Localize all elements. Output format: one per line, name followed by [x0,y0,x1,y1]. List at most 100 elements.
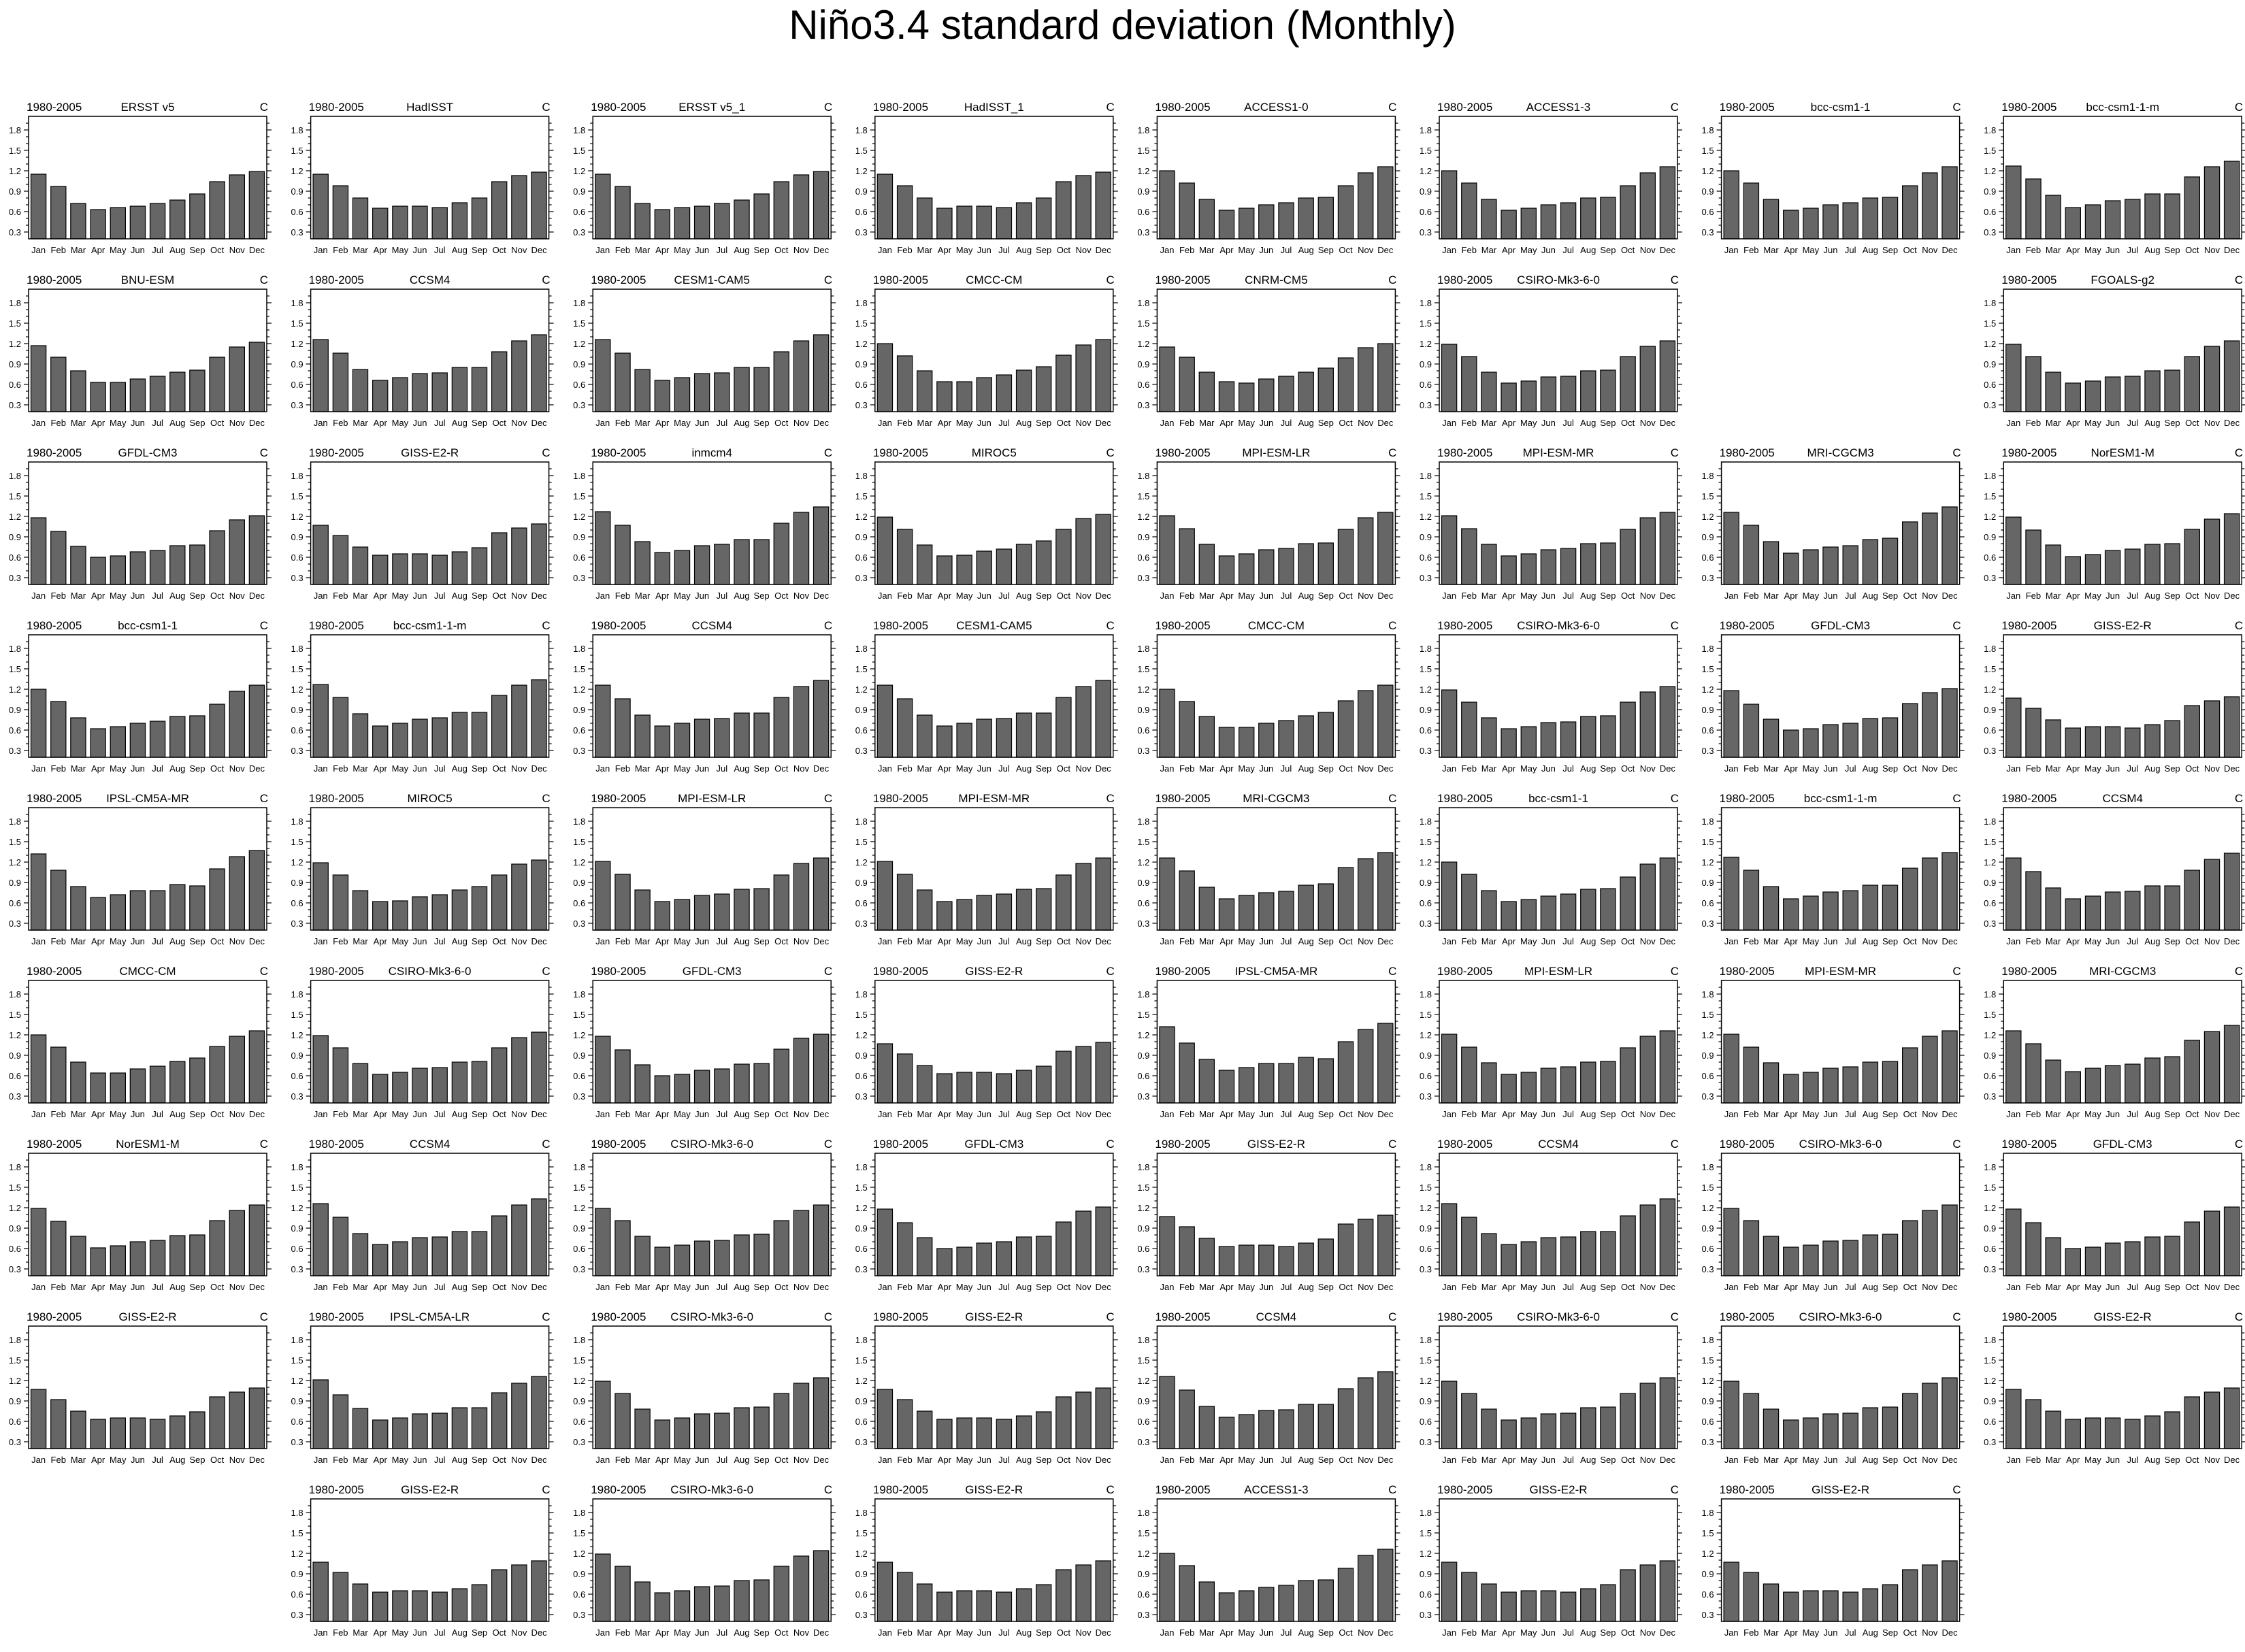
xtick-label-nov: Nov [1922,936,1938,946]
bar-apr [1218,1592,1235,1622]
ytick-label: 0.6 [1137,207,1149,217]
xtick-label-jun: Jun [977,763,992,774]
bar-apr [1783,552,1799,585]
ytick-label: 1.5 [1420,1528,1432,1538]
xtick-label-apr: Apr [1784,936,1799,946]
xtick-label-oct: Oct [2185,763,2199,774]
bar-dec [1095,680,1111,758]
xtick-label-jan: Jan [31,245,46,255]
xtick-label-apr: Apr [2066,1109,2080,1119]
xtick-label-oct: Oct [2185,591,2199,601]
panel-unit-label: C [1671,1310,1679,1323]
panel-period-label: 1980-2005 [873,965,928,978]
panel-unit-label: C [542,965,550,978]
bar-may [110,382,126,412]
xtick-label-apr: Apr [1502,245,1516,255]
panel-unit-label: C [1107,792,1115,805]
xtick-label-jan: Jan [595,936,610,946]
bar-sep [1600,1584,1616,1622]
bar-apr [2065,1248,2081,1276]
bar-aug [1015,1070,1032,1104]
bar-jan [1159,346,1175,412]
xtick-label-mar: Mar [1481,418,1497,428]
bar-jun [693,545,710,585]
ytick-label: 1.2 [1420,512,1432,522]
bar-dec [531,334,547,412]
ytick-label: 0.6 [1420,1589,1432,1600]
ytick-label: 0.9 [1702,1223,1714,1234]
bar-jul [1842,890,1858,931]
bar-oct [1337,1041,1354,1104]
bar-mar [1198,371,1215,412]
xtick-label-jul: Jul [434,591,446,601]
bar-jun [412,1237,428,1276]
xtick-label-dec: Dec [1660,1628,1676,1638]
bar-nov [1357,347,1374,412]
bar-jan [595,339,611,412]
ytick-label: 1.5 [855,1355,868,1366]
ytick-label: 1.5 [1702,1528,1714,1538]
panel-period-label: 1980-2005 [309,1310,364,1323]
bar-jul [1842,1591,1858,1622]
bar-mar [916,1237,933,1276]
xtick-label-jul: Jul [2127,1455,2138,1465]
bar-may [956,381,972,412]
xtick-label-mar: Mar [917,591,933,601]
xtick-label-jan: Jan [1724,245,1739,255]
xtick-label-jun: Jun [1259,418,1273,428]
xtick-label-may: May [674,1455,691,1465]
ytick-label: 0.6 [1984,552,1996,563]
bar-sep [753,539,770,585]
bar-oct [1620,185,1636,239]
bar-jun [412,718,428,758]
xtick-label-jul: Jul [434,1455,446,1465]
xtick-label-oct: Oct [1339,936,1353,946]
ytick-label: 1.5 [291,146,304,156]
panel-6-4: 1980-2005 GISS-E2-R C0.30.60.91.21.51.8Jan… [1137,1138,1400,1292]
bar-jun [129,1068,146,1104]
panel-model-title: GFDL-CM3 [2093,1138,2152,1151]
bar-mar [634,1408,651,1449]
panel-unit-label: C [1671,965,1679,978]
bar-mar [1763,199,1780,239]
xtick-label-mar: Mar [71,245,86,255]
bar-jul [996,207,1013,239]
bar-jan [1441,1034,1458,1104]
bar-dec [248,684,265,758]
panel-3-7: 1980-2005 GISS-E2-R C0.30.60.91.21.51.8Jan… [1984,619,2245,774]
xtick-label-jan: Jan [1442,1628,1456,1638]
xtick-label-may: May [392,1109,409,1119]
xtick-label-mar: Mar [2046,245,2061,255]
panel-period-label: 1980-2005 [27,446,82,459]
xtick-label-may: May [674,1628,691,1638]
xtick-label-jun: Jun [1541,245,1556,255]
bar-feb [332,1217,349,1276]
bar-aug [734,1063,750,1104]
xtick-label-jul: Jul [716,1455,727,1465]
ytick-label: 0.3 [1420,227,1432,237]
bar-apr [2065,898,2081,931]
ytick-label: 0.6 [1984,898,1996,908]
bar-apr [1783,898,1799,931]
ytick-label: 0.6 [1137,1244,1149,1254]
xtick-label-jul: Jul [1845,1455,1856,1465]
xtick-label-jan: Jan [1442,245,1456,255]
xtick-label-dec: Dec [531,591,547,601]
ytick-label: 1.5 [9,491,21,501]
ytick-label: 0.6 [573,207,585,217]
xtick-label-sep: Sep [2165,1455,2180,1465]
bar-jan [1441,170,1458,239]
bar-jun [1540,376,1557,412]
bar-jul [1278,891,1294,931]
xtick-label-feb: Feb [1462,763,1477,774]
ytick-label: 0.6 [573,1417,585,1427]
bar-apr [1501,382,1517,412]
bar-may [392,1590,408,1622]
bar-jun [976,377,992,412]
ytick-label: 1.8 [1702,644,1714,654]
bar-feb [614,352,631,412]
bar-sep [471,1584,488,1622]
bar-feb [1179,870,1195,931]
xtick-label-feb: Feb [333,936,348,946]
